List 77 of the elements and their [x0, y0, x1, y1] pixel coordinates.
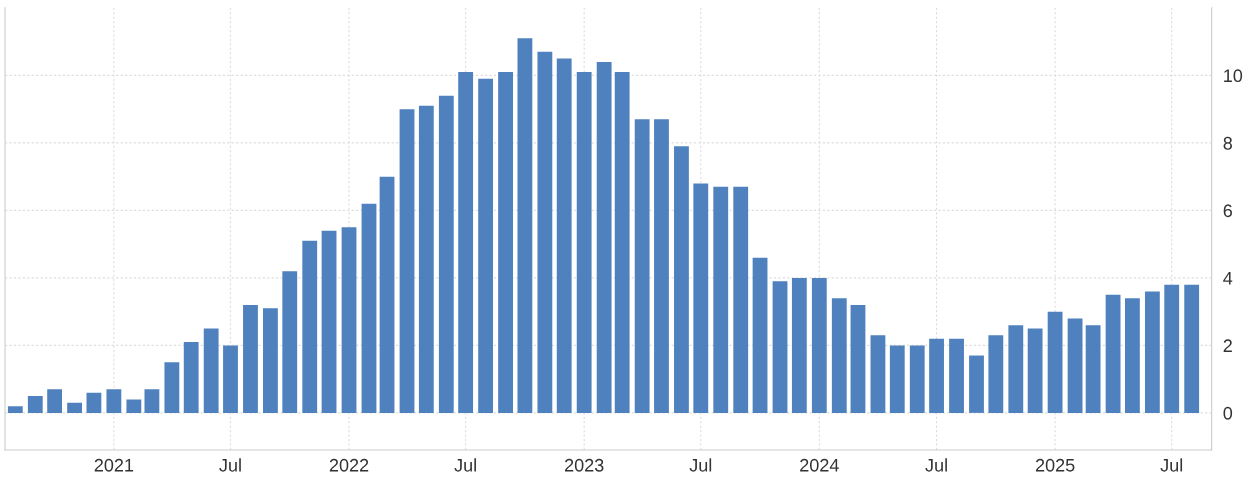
bar: [517, 38, 533, 413]
bar: [478, 78, 494, 413]
bar: [556, 58, 572, 413]
bar: [870, 335, 886, 413]
bar: [850, 304, 866, 413]
bar: [458, 72, 474, 413]
y-tick-label: 4: [1223, 272, 1233, 285]
bar: [537, 51, 553, 413]
bar: [1047, 311, 1063, 413]
x-tick-label: Jul: [219, 458, 241, 472]
y-tick-label: 2: [1223, 339, 1232, 352]
bar: [811, 277, 827, 413]
bar: [929, 338, 944, 413]
bar: [164, 362, 180, 413]
x-tick-label: 2024: [800, 458, 839, 472]
x-tick-label: Jul: [1160, 458, 1183, 472]
bar: [693, 183, 709, 413]
bar: [399, 109, 415, 413]
bar: [144, 389, 160, 413]
bar: [713, 186, 729, 413]
bar: [1184, 284, 1200, 413]
bar: [1067, 318, 1083, 413]
bar: [321, 230, 337, 413]
bar: [576, 72, 592, 413]
bar: [1164, 284, 1180, 413]
bar: [27, 396, 43, 413]
bar: [674, 146, 689, 413]
bar: [7, 406, 23, 413]
bar: [183, 342, 199, 413]
bar: [1125, 298, 1140, 413]
bar: [596, 61, 612, 413]
bar: [282, 271, 298, 413]
bar: [772, 281, 788, 413]
bar: [949, 338, 964, 413]
bar: [752, 257, 768, 413]
x-tick-label: 2021: [94, 458, 134, 472]
bar: [654, 119, 669, 413]
bar: [106, 389, 122, 413]
bar: [47, 389, 63, 413]
bar: [263, 308, 278, 413]
bar: [302, 240, 318, 413]
x-tick-label: 2023: [565, 458, 604, 472]
bar: [909, 345, 925, 413]
bar: [86, 392, 102, 413]
bar: [126, 399, 142, 413]
bar: [379, 176, 395, 413]
bar: [889, 345, 905, 413]
bar: [1008, 325, 1024, 413]
bar: [418, 105, 434, 413]
bar: [438, 95, 454, 413]
bar: [243, 304, 258, 413]
x-tick-label: Jul: [689, 458, 712, 472]
y-tick-label: 6: [1223, 204, 1233, 218]
bar: [969, 355, 984, 413]
bar: [361, 203, 377, 413]
bar: [831, 298, 847, 413]
bar: [1027, 328, 1043, 413]
bar: [733, 186, 749, 413]
bar: [1144, 291, 1160, 413]
x-tick-label: 2022: [329, 458, 369, 472]
bar: [341, 227, 357, 413]
x-tick-label: 2025: [1035, 458, 1075, 472]
y-tick-label: 8: [1223, 136, 1233, 150]
bar: [498, 72, 513, 413]
bar: [988, 335, 1004, 413]
bar: [67, 402, 82, 413]
bar: [1105, 294, 1121, 413]
bar: [1085, 325, 1101, 413]
y-tick-label: 0: [1223, 406, 1233, 420]
bar: [634, 119, 650, 413]
bar: [223, 345, 238, 413]
bar: [203, 328, 219, 413]
x-tick-label: Jul: [925, 458, 947, 472]
y-tick-label: 10: [1224, 69, 1243, 83]
bar: [614, 72, 630, 413]
x-tick-label: Jul: [454, 458, 476, 472]
bar: [791, 277, 807, 413]
